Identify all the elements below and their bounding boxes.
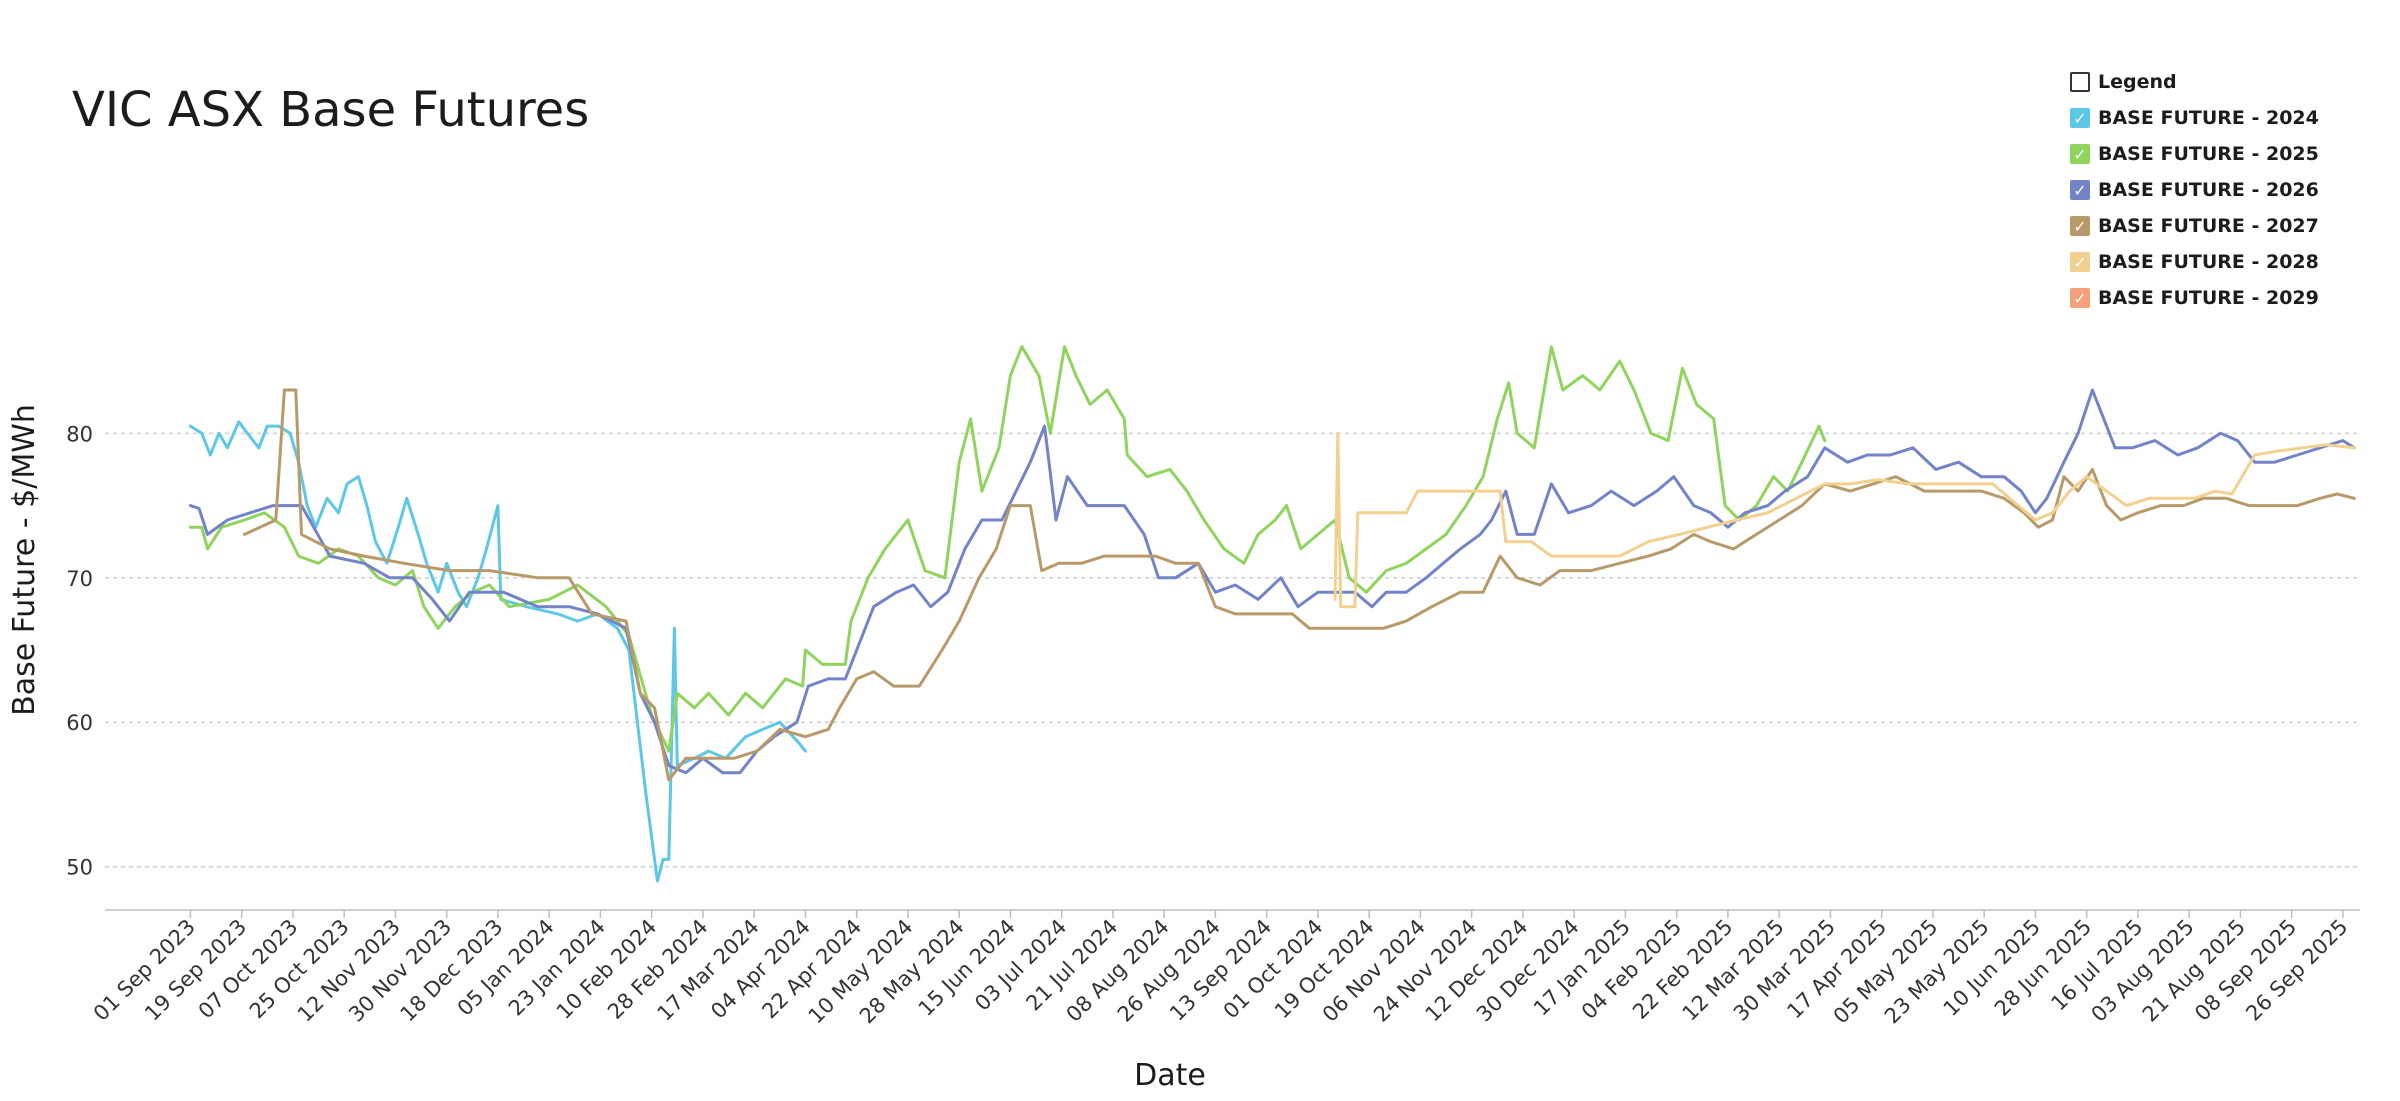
series-layer <box>188 345 2356 883</box>
legend-swatch-check-icon[interactable]: ✓ <box>2070 288 2090 308</box>
series-line-base-future-2025 <box>188 345 1827 753</box>
grid-lines <box>105 432 2360 868</box>
legend-title: Legend <box>2098 71 2177 93</box>
y-axis-label: Base Future - $/MWh <box>7 404 42 716</box>
legend-item[interactable]: ✓ BASE FUTURE - 2027 <box>2070 208 2319 244</box>
y-tick-label: 80 <box>66 422 93 446</box>
y-tick-label: 70 <box>66 567 93 591</box>
x-axis-label: Date <box>1134 1058 1206 1093</box>
legend-item[interactable]: ✓ BASE FUTURE - 2029 <box>2070 280 2319 316</box>
legend-item-label: BASE FUTURE - 2025 <box>2098 143 2319 165</box>
legend-item[interactable]: ✓ BASE FUTURE - 2024 <box>2070 100 2319 136</box>
legend: Legend ✓ BASE FUTURE - 2024 ✓ BASE FUTURE -… <box>2070 64 2319 316</box>
legend-swatch-check-icon[interactable]: ✓ <box>2070 180 2090 200</box>
legend-item-label: BASE FUTURE - 2029 <box>2098 287 2319 309</box>
chart-title: VIC ASX Base Futures <box>72 82 590 138</box>
legend-item[interactable]: ✓ BASE FUTURE - 2025 <box>2070 136 2319 172</box>
legend-item-label: BASE FUTURE - 2026 <box>2098 179 2319 201</box>
legend-item-label: BASE FUTURE - 2024 <box>2098 107 2319 129</box>
legend-swatch-check-icon[interactable]: ✓ <box>2070 108 2090 128</box>
y-tick-label: 60 <box>66 711 93 735</box>
y-tick-label: 50 <box>66 856 93 880</box>
legend-checkbox[interactable] <box>2070 72 2090 92</box>
series-line-base-future-2028 <box>1333 431 2356 609</box>
series-line-base-future-2024 <box>188 420 807 883</box>
legend-swatch-check-icon[interactable]: ✓ <box>2070 216 2090 236</box>
legend-swatch-check-icon[interactable]: ✓ <box>2070 252 2090 272</box>
legend-title-row[interactable]: Legend <box>2070 64 2319 100</box>
legend-item[interactable]: ✓ BASE FUTURE - 2028 <box>2070 244 2319 280</box>
legend-item[interactable]: ✓ BASE FUTURE - 2026 <box>2070 172 2319 208</box>
legend-item-label: BASE FUTURE - 2027 <box>2098 215 2319 237</box>
series-line-base-future-2026 <box>188 388 2356 775</box>
legend-item-label: BASE FUTURE - 2028 <box>2098 251 2319 273</box>
legend-swatch-check-icon[interactable]: ✓ <box>2070 144 2090 164</box>
